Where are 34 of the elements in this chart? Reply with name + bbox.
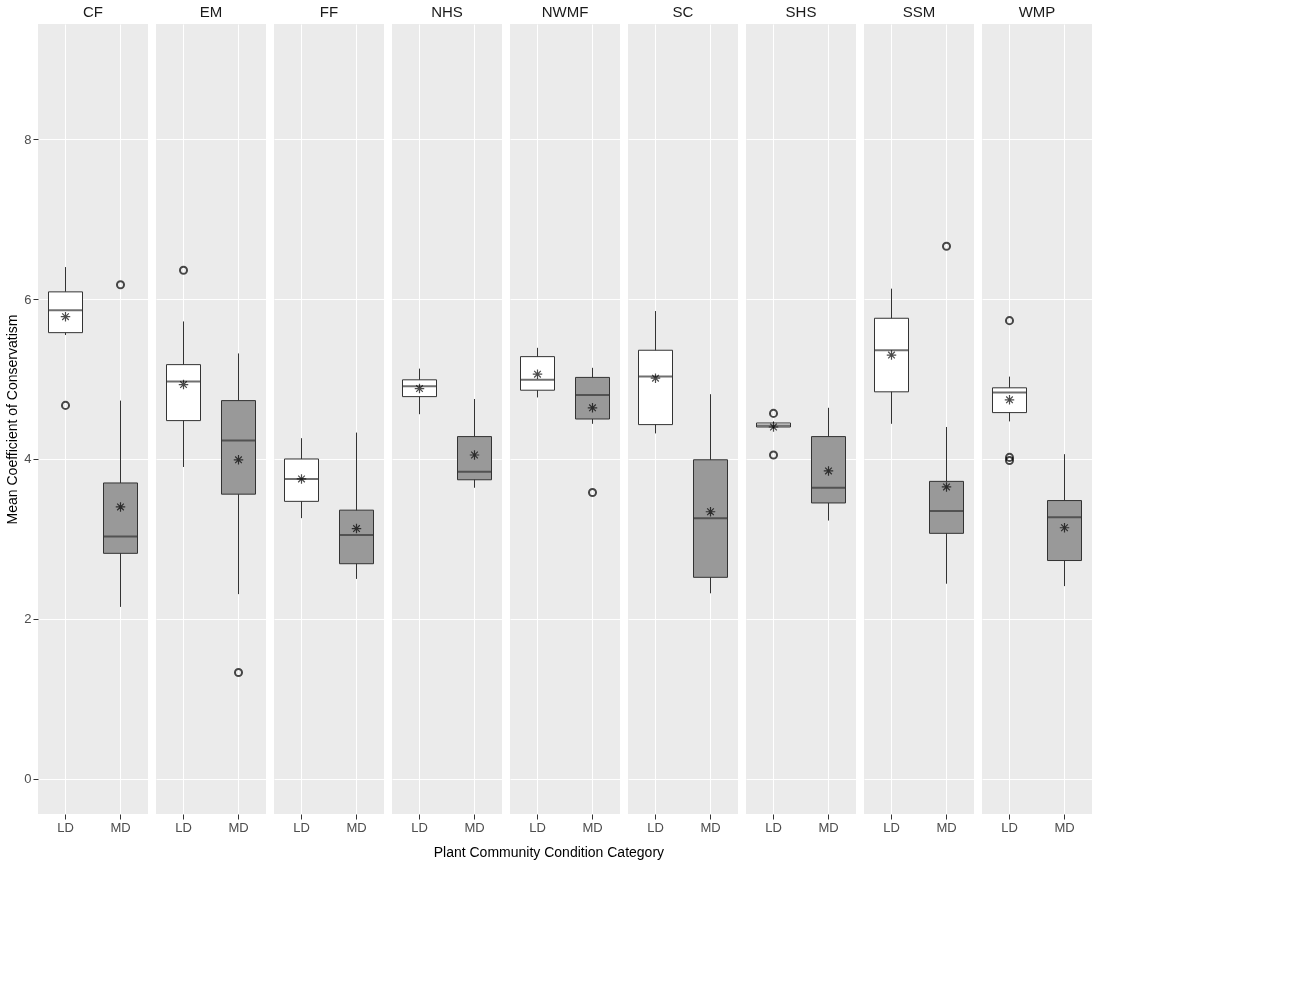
x-tick-label: LD [293,819,310,835]
y-tick-label: 4 [24,451,32,467]
x-tick-label: LD [411,819,428,835]
y-tick-label: 6 [24,291,32,307]
y-tick-label: 2 [24,611,32,627]
x-axis-title: Plant Community Condition Category [433,844,665,860]
x-tick-label: MD [700,819,721,835]
y-tick-label: 8 [24,131,32,147]
x-tick-label: LD [765,819,782,835]
x-tick-label: MD [818,819,839,835]
chart-title: CF [83,3,103,20]
chart-title: SC [672,3,694,20]
chart-title: SSM [902,3,936,20]
x-tick-label: MD [228,819,249,835]
x-tick-label: MD [1054,819,1075,835]
chart-title: WMP [1018,3,1056,20]
x-tick-label: LD [529,819,546,835]
x-tick-label: LD [1001,819,1018,835]
x-tick-label: MD [464,819,485,835]
chart-title: SHS [785,3,817,20]
chart-title: EM [199,3,223,20]
x-tick-label: LD [647,819,664,835]
x-tick-label: MD [110,819,131,835]
chart-title: FF [319,3,339,20]
x-tick-label: LD [57,819,74,835]
x-tick-label: LD [883,819,900,835]
y-tick-label: 0 [24,771,32,787]
chart-title: NHS [431,3,463,20]
chart-title: NWMF [541,3,589,20]
y-axis-title: Mean Coefficient of Conservatism [4,314,21,525]
x-tick-label: MD [346,819,367,835]
x-tick-label: MD [936,819,957,835]
x-tick-label: MD [582,819,603,835]
x-tick-label: LD [175,819,192,835]
